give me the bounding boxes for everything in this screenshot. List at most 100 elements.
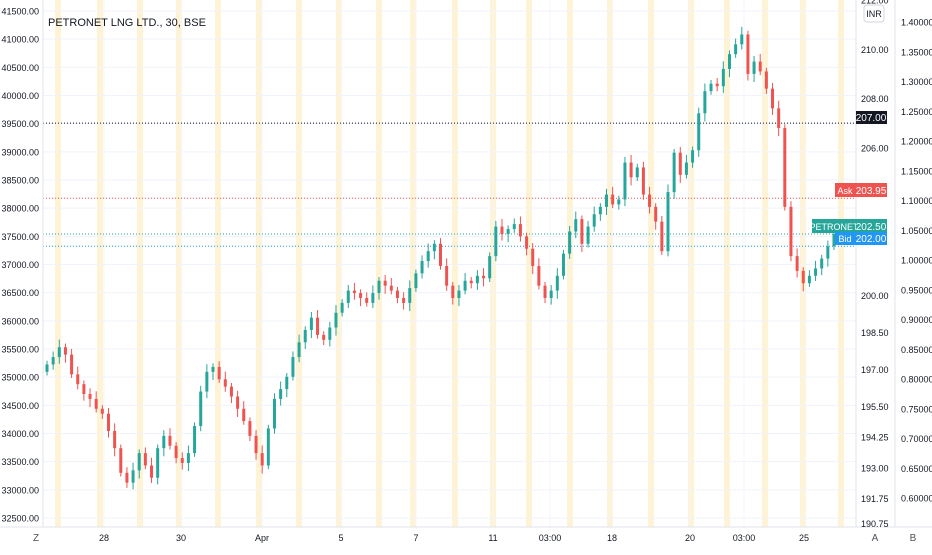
right-axis-tick: 198.50 (861, 328, 889, 338)
candle-up (285, 377, 288, 389)
candle-up (427, 251, 430, 261)
time-axis-label: 03:00 (539, 533, 562, 543)
candle-down (445, 266, 448, 286)
candle-down (544, 286, 547, 298)
candle-up (636, 167, 639, 177)
left-axis-tick: 37500.00 (1, 232, 39, 242)
candle-up (722, 69, 725, 86)
session-band (688, 0, 694, 527)
candle-up (304, 330, 307, 342)
candle-down (218, 367, 221, 379)
session-band (567, 0, 573, 527)
candle-down (451, 286, 454, 298)
currency-button[interactable]: INR (864, 5, 884, 22)
candle-up (298, 342, 301, 357)
candle-down (230, 387, 233, 397)
candle-down (261, 453, 264, 465)
left-axis-tick: 36000.00 (1, 316, 39, 326)
candle-up (820, 259, 823, 269)
candle-down (224, 379, 227, 386)
currency-label: INR (866, 9, 882, 19)
candle-up (556, 276, 559, 291)
candle-down (531, 249, 534, 266)
percent-axis-tick: 1.10000 (901, 196, 932, 206)
left-axis-tick: 38000.00 (1, 204, 39, 214)
candle-up (494, 227, 497, 257)
candle-down (82, 384, 85, 394)
left-axis-tick: 35500.00 (1, 345, 39, 355)
candle-up (593, 214, 596, 226)
percent-axis-tick: 0.90000 (901, 315, 932, 325)
candle-down (771, 89, 774, 109)
candle-down (144, 453, 147, 465)
candle-up (371, 293, 374, 303)
candle-up (808, 276, 811, 283)
candle-down (660, 222, 663, 252)
candle-down (119, 448, 122, 473)
candle-up (734, 44, 737, 54)
time-axis-label: Apr (255, 533, 269, 543)
candle-down (384, 281, 387, 286)
candle-up (378, 281, 381, 293)
candle-up (703, 91, 706, 113)
candle-up (199, 392, 202, 426)
level-marker-tag: 207.00 (856, 111, 887, 124)
session-band (55, 0, 61, 527)
candle-down (580, 219, 583, 244)
candle-up (341, 303, 344, 313)
left-axis-tick: 34000.00 (1, 429, 39, 439)
scale-mode-button[interactable]: B (910, 533, 917, 544)
time-axis-label: 18 (607, 533, 617, 543)
left-axis-tick: 41500.00 (1, 7, 39, 17)
candle-down (783, 128, 786, 207)
session-band (838, 0, 844, 527)
percent-axis-tick: 1.25000 (901, 107, 932, 117)
left-axis-tick: 40500.00 (1, 63, 39, 73)
candle-up (291, 357, 294, 377)
candle-down (716, 84, 719, 86)
candle-down (107, 414, 110, 431)
candle-up (691, 150, 694, 162)
candle-down (236, 396, 239, 408)
session-band (526, 0, 532, 527)
time-axis-label: 20 (685, 533, 695, 543)
candle-up (328, 328, 331, 340)
candle-down (439, 244, 442, 266)
left-axis-tick: 35000.00 (1, 373, 39, 383)
right-axis-tick: 197.00 (861, 365, 889, 375)
left-axis-tick: 32500.00 (1, 514, 39, 524)
right-axis-tick: 191.75 (861, 494, 889, 504)
session-band (800, 0, 806, 527)
candle-up (414, 273, 417, 288)
candle-up (728, 54, 731, 69)
candle-down (777, 108, 780, 128)
zoom-button[interactable]: Z (33, 533, 39, 544)
session-band (215, 0, 221, 527)
candle-down (150, 465, 153, 477)
candle-down (322, 335, 325, 340)
candle-up (279, 389, 282, 399)
candle-up (488, 256, 491, 278)
percent-axis-tick: 0.60000 (901, 494, 932, 504)
candle-up (617, 199, 620, 204)
candle-down (642, 167, 645, 194)
candle-down (525, 236, 528, 248)
left-axis-tick: 33500.00 (1, 457, 39, 467)
left-axis-tick: 39000.00 (1, 147, 39, 157)
symbol-label: PETRONET (809, 222, 859, 232)
candle-down (248, 421, 251, 436)
right-axis-tick: 194.25 (861, 433, 889, 443)
candle-down (70, 355, 73, 375)
time-axis-label: 11 (488, 533, 497, 543)
auto-scale-button[interactable]: A (872, 533, 879, 544)
ask-tag: Ask 203.95 (835, 183, 887, 197)
percent-axis-tick: 0.80000 (901, 375, 932, 385)
candle-up (826, 246, 829, 258)
candle-down (365, 298, 368, 303)
candle-up (550, 291, 553, 298)
candle-up (421, 261, 424, 273)
percent-axis-tick: 0.75000 (901, 404, 932, 414)
session-band (137, 0, 143, 527)
